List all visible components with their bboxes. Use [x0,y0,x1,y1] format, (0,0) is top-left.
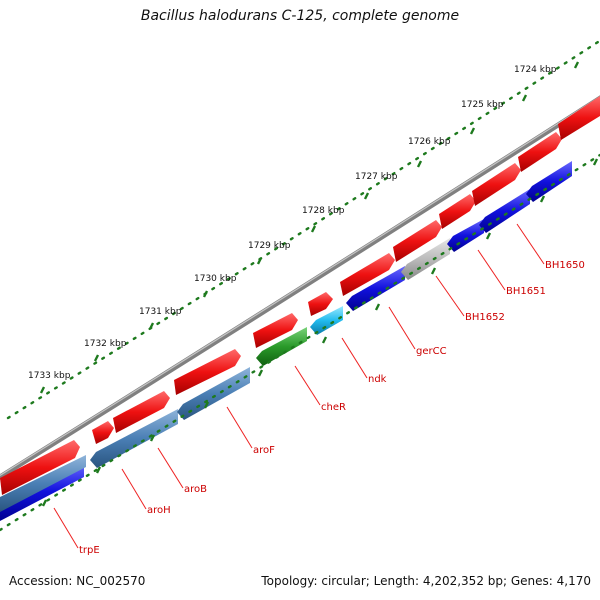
leader-line [477,249,506,291]
gene-label[interactable]: aroF [253,445,275,456]
track-tick [321,336,328,344]
scale-tick [573,61,580,69]
scale-label: 1727 kbp [355,172,398,182]
gene-feature[interactable] [90,409,178,468]
gene-feature[interactable] [0,455,86,512]
scale-tick [202,290,209,298]
scale-tick [363,192,370,200]
leader-line [121,468,147,510]
gene-leader-lines [53,223,545,549]
scale-tick [39,386,46,394]
gene-feature[interactable] [177,367,250,420]
gene-feature[interactable] [439,194,476,229]
scale-tick [256,257,263,265]
gene-feature[interactable] [346,266,405,311]
scale-tick [310,225,317,233]
gene-feature[interactable] [526,161,572,202]
gene-label[interactable]: trpE [79,545,100,556]
inner-track-ticks [41,158,599,507]
track-tick [374,303,381,311]
leader-line [157,447,184,489]
gene-feature[interactable] [518,132,562,172]
leader-line [53,507,79,549]
scale-label: 1726 kbp [408,137,451,147]
genome-backbone [0,95,600,480]
gene-feature[interactable] [558,96,600,140]
scale-label: 1732 kbp [84,339,127,349]
scale-tick [416,160,423,168]
track-tick [95,466,102,474]
gene-label[interactable]: BH1652 [465,312,505,323]
inner-dotted-track [0,153,600,532]
scale-tick [469,127,476,135]
gene-feature[interactable] [256,327,307,366]
leader-line [516,223,545,265]
gene-feature[interactable] [447,219,484,252]
gene-labels: BH1650 BH1651 BH1652 gerCC ndk cheR aroF… [79,260,585,556]
scale-label: 1728 kbp [302,206,345,216]
leader-line [226,406,253,449]
gene-label[interactable]: BH1651 [506,286,546,297]
scale-labels: 1724 kbp 1725 kbp 1726 kbp 1727 kbp 1728… [28,65,557,381]
gene-feature[interactable] [92,421,114,444]
gene-feature[interactable] [253,313,298,348]
track-tick [539,195,546,203]
gene-feature[interactable] [113,391,170,433]
forward-strand-genes [0,96,600,495]
gene-feature[interactable] [472,163,521,206]
track-tick [203,401,210,409]
gene-feature[interactable] [479,189,530,233]
track-tick [430,267,437,275]
scale-label: 1733 kbp [28,371,71,381]
reverse-strand-genes [0,161,572,521]
gene-label[interactable]: gerCC [416,346,447,357]
gene-feature[interactable] [174,349,241,395]
leader-line [341,337,368,379]
track-tick [41,499,48,507]
gene-label[interactable]: ndk [368,374,387,385]
gene-feature[interactable] [308,292,333,316]
scale-label: 1730 kbp [194,274,237,284]
scale-label: 1725 kbp [461,100,504,110]
gene-label[interactable]: cheR [321,402,346,413]
gene-feature[interactable] [393,220,442,262]
scale-major-ticks [39,61,580,394]
scale-label: 1729 kbp [248,241,291,251]
scale-label: 1724 kbp [514,65,557,75]
track-tick [149,434,156,442]
track-tick [592,158,599,166]
leader-line [294,365,321,406]
accession-text: Accession: NC_002570 [9,574,146,588]
gene-feature[interactable] [0,440,80,495]
track-tick [257,369,264,377]
gene-label[interactable]: aroB [184,484,207,495]
map-title: Bacillus halodurans C-125, complete geno… [140,8,460,24]
genome-summary-text: Topology: circular; Length: 4,202,352 bp… [261,574,591,588]
gene-feature[interactable] [401,238,450,280]
gene-label[interactable]: aroH [147,505,171,516]
gene-feature[interactable] [310,306,343,335]
leader-line [435,275,465,317]
gene-feature[interactable] [340,253,395,296]
track-tick [485,232,492,240]
scale-ring [6,40,600,420]
leader-line [388,306,416,350]
scale-label: 1731 kbp [139,307,182,317]
gene-label[interactable]: BH1650 [545,260,585,271]
scale-tick [521,94,528,102]
scale-tick [148,322,155,330]
scale-tick [93,354,100,362]
